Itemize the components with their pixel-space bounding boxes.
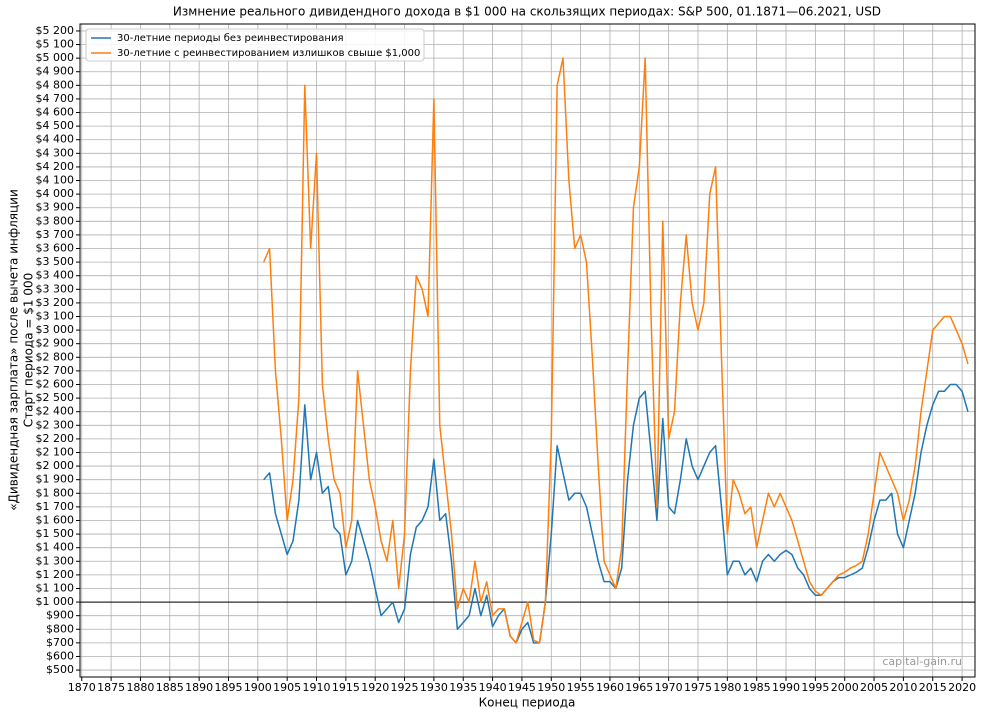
- y-tick-label: $1 700: [36, 500, 75, 513]
- x-tick-label: 1990: [772, 681, 800, 694]
- y-tick-label: $3 300: [36, 282, 75, 295]
- x-tick-label: 1970: [655, 681, 683, 694]
- y-tick-label: $900: [46, 609, 74, 622]
- y-tick-label: $5 100: [36, 38, 75, 51]
- y-tick-label: $1 800: [36, 486, 75, 499]
- x-tick-label: 1945: [508, 681, 536, 694]
- y-axis-label: «Дивидендная зарплата» после вычета инфл…: [7, 189, 21, 511]
- y-tick-label: $600: [46, 649, 74, 662]
- x-tick-label: 1880: [126, 681, 154, 694]
- y-tick-label: $4 100: [36, 174, 75, 187]
- x-tick-label: 1960: [596, 681, 624, 694]
- legend-label: 30-летние с реинвестированием излишков с…: [117, 48, 420, 59]
- y-tick-label: $4 000: [36, 187, 75, 200]
- y-tick-label: $4 800: [36, 78, 75, 91]
- y-tick-label: $4 500: [36, 119, 75, 132]
- y-tick-label: $2 300: [36, 418, 75, 431]
- x-tick-label: 1940: [479, 681, 507, 694]
- x-tick-label: 1900: [244, 681, 272, 694]
- y-tick-label: $3 200: [36, 296, 75, 309]
- y-tick-label: $4 400: [36, 133, 75, 146]
- y-tick-label: $2 500: [36, 391, 75, 404]
- x-tick-label: 1925: [391, 681, 419, 694]
- x-tick-label: 1935: [449, 681, 477, 694]
- y-tick-label: $4 300: [36, 146, 75, 159]
- series-line: [263, 383, 969, 644]
- y-tick-label: $2 900: [36, 337, 75, 350]
- y-tick-label: $1 500: [36, 527, 75, 540]
- x-tick-label: 2015: [919, 681, 947, 694]
- y-tick-label: $2 400: [36, 405, 75, 418]
- y-axis-label: Старт периода = $1 000: [22, 273, 36, 427]
- x-tick-label: 1875: [97, 681, 125, 694]
- y-tick-label: $2 700: [36, 364, 75, 377]
- x-tick-label: 1950: [537, 681, 565, 694]
- y-tick-label: $4 700: [36, 92, 75, 105]
- y-tick-label: $1 900: [36, 473, 75, 486]
- plot-frame: [79, 23, 976, 678]
- x-tick-label: 1910: [303, 681, 331, 694]
- watermark: capital-gain.ru: [882, 655, 962, 668]
- legend-label: 30-летние периоды без реинвестирования: [117, 33, 343, 44]
- y-tick-label: $3 500: [36, 255, 75, 268]
- y-tick-label: $700: [46, 636, 74, 649]
- y-tick-label: $2 100: [36, 445, 75, 458]
- x-tick-label: 1975: [684, 681, 712, 694]
- y-tick-label: $1 300: [36, 554, 75, 567]
- y-tick-label: $1 400: [36, 541, 75, 554]
- y-tick-label: $800: [46, 622, 74, 635]
- series-line: [263, 57, 969, 644]
- x-tick-label: 1965: [625, 681, 653, 694]
- y-tick-label: $2 600: [36, 377, 75, 390]
- x-tick-label: 1920: [361, 681, 389, 694]
- x-tick-label: 1915: [332, 681, 360, 694]
- y-tick-label: $3 900: [36, 201, 75, 214]
- plot-lines: [263, 57, 969, 644]
- y-tick-label: $4 900: [36, 65, 75, 78]
- x-tick-label: 1885: [156, 681, 184, 694]
- y-tick-label: $3 100: [36, 310, 75, 323]
- y-tick-label: $2 200: [36, 432, 75, 445]
- y-tick-label: $2 000: [36, 459, 75, 472]
- y-tick-label: $1 600: [36, 513, 75, 526]
- x-tick-label: 2005: [860, 681, 888, 694]
- x-tick-label: 1995: [801, 681, 829, 694]
- x-tick-label: 1895: [214, 681, 242, 694]
- y-tick-label: $3 700: [36, 228, 75, 241]
- x-tick-label: 2010: [889, 681, 917, 694]
- y-tick-label: $3 000: [36, 323, 75, 336]
- y-tick-label: $2 800: [36, 350, 75, 363]
- y-tick-label: $4 200: [36, 160, 75, 173]
- x-tick-label: 1955: [567, 681, 595, 694]
- y-tick-label: $500: [46, 663, 74, 676]
- chart-title: Измнение реального дивидендного дохода в…: [173, 5, 881, 19]
- y-tick-label: $3 400: [36, 269, 75, 282]
- x-tick-label: 1905: [273, 681, 301, 694]
- y-tick-label: $5 000: [36, 51, 75, 64]
- x-tick-label: 1890: [185, 681, 213, 694]
- x-tick-label: 2020: [948, 681, 976, 694]
- y-tick-label: $3 600: [36, 242, 75, 255]
- x-tick-label: 1980: [713, 681, 741, 694]
- y-tick-label: $1 200: [36, 568, 75, 581]
- x-axis-label: Конец периода: [479, 696, 576, 710]
- x-tick-label: 1985: [743, 681, 771, 694]
- x-tick-label: 1930: [420, 681, 448, 694]
- y-tick-label: $1 000: [36, 595, 75, 608]
- x-tick-label: 2000: [831, 681, 859, 694]
- legend-box: [85, 28, 425, 62]
- y-tick-label: $1 100: [36, 581, 75, 594]
- y-tick-label: $5 200: [36, 24, 75, 37]
- y-tick-label: $4 600: [36, 106, 75, 119]
- y-tick-label: $3 800: [36, 214, 75, 227]
- x-tick-label: 1870: [68, 681, 96, 694]
